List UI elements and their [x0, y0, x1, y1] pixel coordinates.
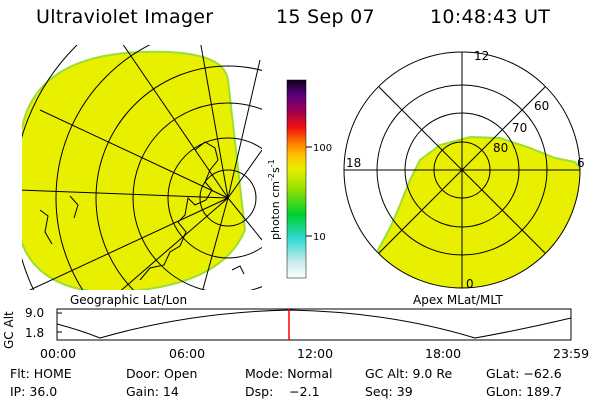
colorbar-tick-100: 100 [313, 143, 332, 154]
time-label: 10:48:43 UT [430, 6, 551, 28]
ip-text: IP: 36.0 [10, 384, 58, 399]
mlt-label-12: 12 [474, 49, 489, 63]
colorbar-scale [286, 79, 307, 279]
colorbar: 100 10 photon cm-2s-1 [267, 79, 332, 279]
coastline [39, 141, 245, 281]
mlat-label-60: 60 [534, 99, 549, 113]
gain-text: Gain: 14 [126, 384, 179, 399]
geo-latitude-text: GLat: −62.6 [486, 366, 562, 381]
altitude-plot-frame [56, 308, 572, 341]
mlt-label-18: 18 [346, 156, 361, 170]
geographic-panel-label: Geographic Lat/Lon [70, 293, 188, 307]
altitude-tick-1-8: 1.8 [25, 326, 45, 340]
altitude-ylabel: GC Alt [2, 311, 16, 349]
mlat-label-80: 80 [493, 141, 508, 155]
apex-polar-plot: 12 18 6 0 60 70 80 [343, 49, 585, 291]
instrument-title: Ultraviolet Imager [36, 6, 214, 28]
gc-altitude-text: GC Alt: 9.0 Re [365, 366, 453, 381]
x-tick-2359: 23:59 [553, 346, 590, 361]
altitude-plot [56, 308, 572, 341]
mlat-label-70: 70 [512, 121, 527, 135]
latitude-grid [22, 45, 262, 290]
x-tick-0000: 00:00 [40, 346, 77, 361]
mlt-label-6: 6 [577, 156, 585, 170]
apex-panel-label: Apex MLat/MLT [413, 293, 503, 307]
altitude-curve [56, 309, 572, 339]
geo-longitude-text: GLon: 189.7 [486, 384, 562, 399]
mlt-label-0: 0 [466, 277, 474, 291]
altitude-tick-9: 9.0 [25, 306, 45, 320]
x-tick-1200: 12:00 [297, 346, 334, 361]
flight-mode-text: Flt: HOME [10, 366, 72, 381]
geographic-map [22, 45, 262, 290]
colorbar-unit-label: photon cm-2s-1 [267, 159, 282, 240]
door-status-text: Door: Open [126, 366, 198, 381]
colorbar-tick-10: 10 [313, 232, 326, 243]
x-tick-1800: 18:00 [425, 346, 462, 361]
mode-text: Mode: Normal [245, 366, 333, 381]
x-tick-0600: 06:00 [169, 346, 206, 361]
date-label: 15 Sep 07 [276, 6, 375, 28]
sequence-text: Seq: 39 [365, 384, 413, 399]
auroral-oval-image [376, 135, 580, 288]
dsp-text: Dsp: −2.1 [245, 384, 320, 399]
longitude-grid [22, 45, 262, 290]
